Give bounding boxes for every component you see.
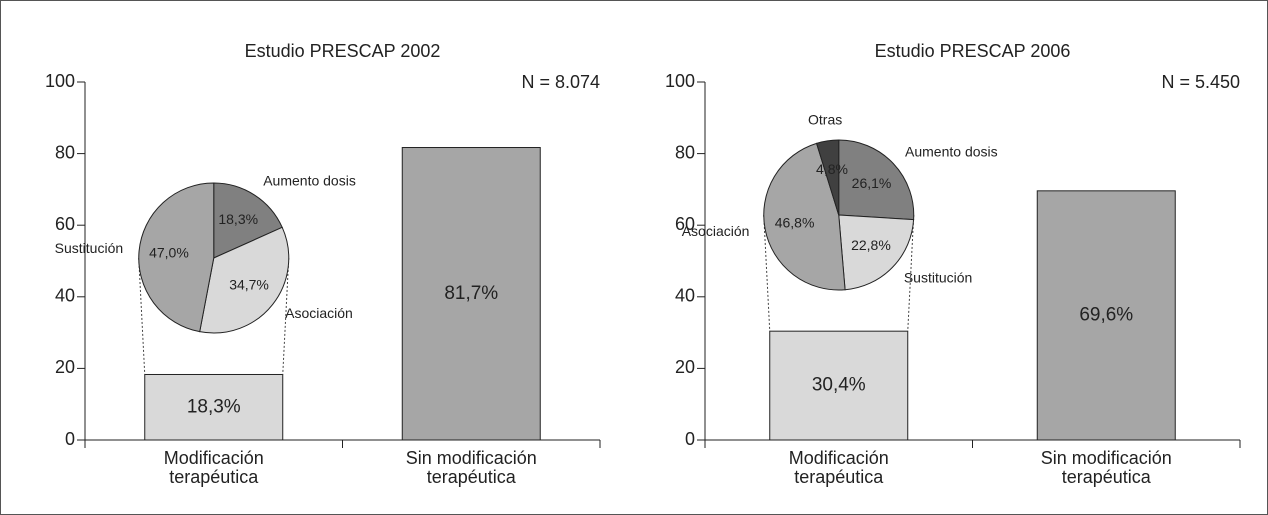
pie-value-label: 26,1% <box>852 175 892 191</box>
bar <box>1036 190 1176 441</box>
bar-value-label: 69,6% <box>1079 304 1133 325</box>
bar-value-label: 18,3% <box>187 396 241 417</box>
annotation: N = 5.450 <box>1161 72 1240 92</box>
y-tick-label: 0 <box>65 429 75 449</box>
y-tick-label: 80 <box>55 142 75 162</box>
pie-category-label: Sustitución <box>55 240 123 256</box>
pie-value-label: 22,8% <box>851 237 891 253</box>
x-label-box: Modificación terapéutica <box>788 449 889 487</box>
y-tick-label: 0 <box>685 429 695 449</box>
x-tick-label: Modificación terapéutica <box>163 449 264 487</box>
y-tick-label: 40 <box>675 286 695 306</box>
pie-slice <box>838 214 915 291</box>
y-tick-label: 20 <box>675 357 695 377</box>
pie-slice <box>199 226 290 334</box>
pie-category-label: Sustitución <box>904 269 972 285</box>
pie-value-label: 34,7% <box>229 277 269 293</box>
pie-slice <box>815 139 840 216</box>
pie-slice <box>838 139 915 221</box>
bar <box>144 373 284 441</box>
bar <box>769 330 909 441</box>
connector <box>907 214 915 332</box>
connector <box>763 214 771 332</box>
y-tick-label: 20 <box>55 357 75 377</box>
connector <box>138 257 146 375</box>
bar <box>401 147 541 441</box>
pie-category-label: Asociación <box>682 223 750 239</box>
y-tick-label: 40 <box>55 286 75 306</box>
x-tick-label: Modificación terapéutica <box>788 449 889 487</box>
y-tick-label: 100 <box>665 71 695 91</box>
pie-value-label: 46,8% <box>775 214 815 230</box>
y-tick-label: 60 <box>55 214 75 234</box>
pie-value-label: 47,0% <box>149 244 189 260</box>
y-tick-label: 100 <box>45 71 75 91</box>
pie-slice <box>138 182 215 333</box>
pie-slice <box>763 142 846 291</box>
x-tick-label: Sin modificación terapéutica <box>405 449 537 487</box>
pie-value-label: 18,3% <box>218 211 258 227</box>
chart-title: Estudio PRESCAP 2006 <box>875 41 1071 61</box>
x-label-box: Sin modificación terapéutica <box>1040 449 1172 487</box>
y-tick-label: 80 <box>675 142 695 162</box>
pie-category-label: Aumento dosis <box>263 172 356 188</box>
x-label-box: Sin modificación terapéutica <box>405 449 537 487</box>
pie-slice <box>213 182 283 259</box>
x-tick-label: Sin modificación terapéutica <box>1040 449 1172 487</box>
pie-category-label: Aumento dosis <box>905 143 998 159</box>
chart-title: Estudio PRESCAP 2002 <box>245 41 441 61</box>
connector <box>282 257 290 375</box>
x-label-box: Modificación terapéutica <box>163 449 264 487</box>
annotation: N = 8.074 <box>521 72 600 92</box>
pie-category-label: Asociación <box>285 305 353 321</box>
pie-category-label: Otras <box>808 112 842 128</box>
bar-value-label: 81,7% <box>444 283 498 304</box>
y-tick-label: 60 <box>675 214 695 234</box>
pie-value-label: 4,8% <box>816 161 848 177</box>
bar-value-label: 30,4% <box>812 375 866 396</box>
